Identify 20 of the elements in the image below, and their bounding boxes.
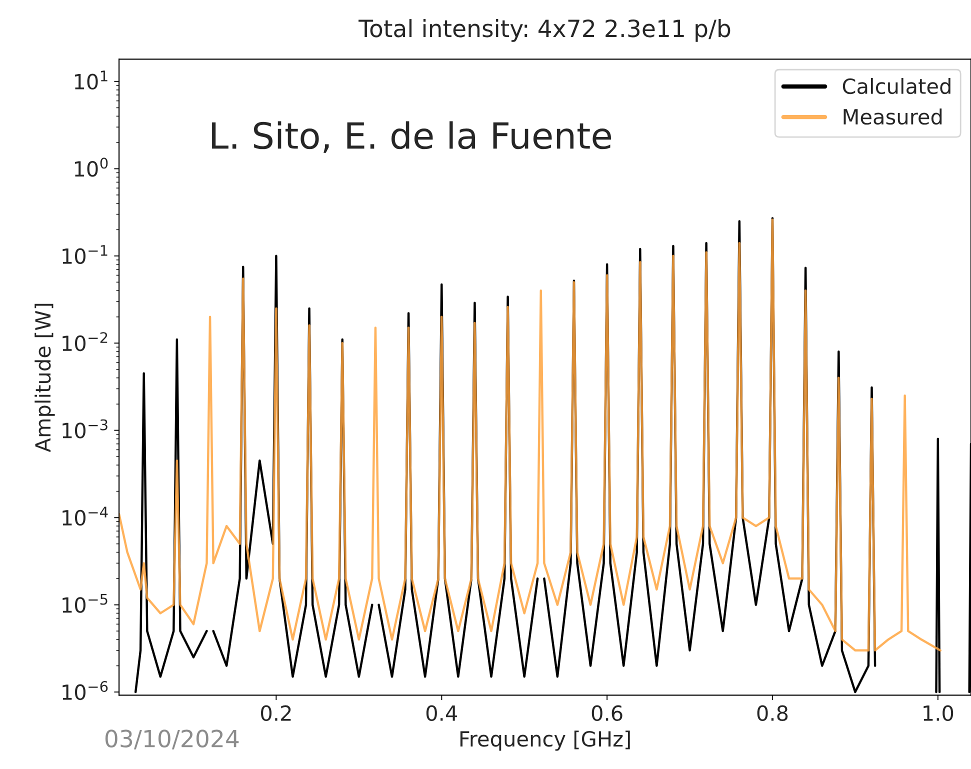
x-tick-label: 0.6 [592,705,622,722]
annotation: L. Sito, E. de la Fuente [212,121,611,153]
y-axis-title: Amplitude [W] [34,304,55,452]
legend-label: Measured [844,108,942,125]
x-tick-label: 0.4 [426,705,458,722]
y-tick-label: 10$^{−4}$ [62,506,108,526]
y-tick-label: 10$^{−3}$ [62,419,108,438]
x-tick-label: 0.8 [757,705,788,722]
x-axis-title: Frequency [GHz] [460,730,630,751]
chart-title: Total intensity: 4x72 2.3e11 p/b [358,19,730,42]
x-tick-label: 1.0 [924,705,954,722]
x-tick-label: 0.2 [261,705,291,722]
y-tick-label: 10$^{−2}$ [62,332,108,352]
text: 03/10/2024 [105,730,239,750]
legend-label: Calculated [842,78,950,94]
y-tick-label: 10$^{0}$ [74,158,108,177]
y-tick-label: 10$^{1}$ [74,70,108,90]
y-tick-label: 10$^{−5}$ [62,594,108,613]
y-tick-label: 10$^{−1}$ [62,245,108,264]
y-tick-label: 10$^{−6}$ [62,680,108,700]
